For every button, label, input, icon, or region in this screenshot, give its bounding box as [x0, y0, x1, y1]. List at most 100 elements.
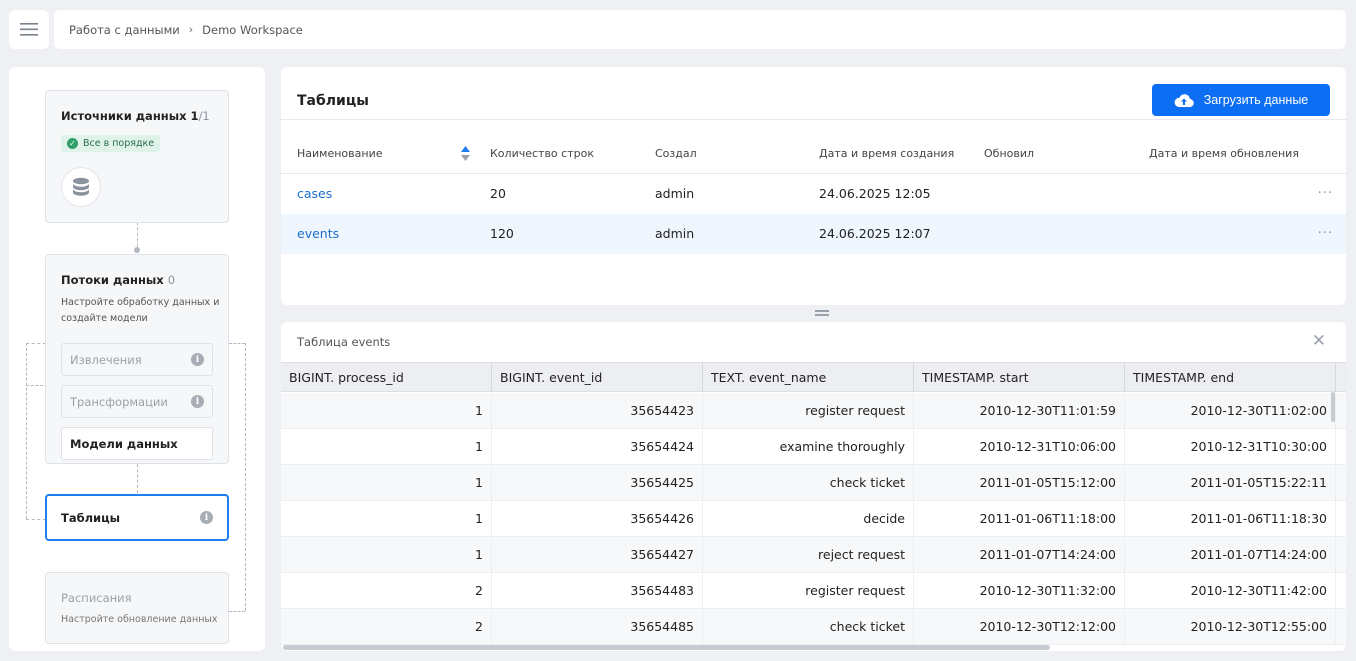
close-icon[interactable]: ✕ [1311, 331, 1326, 351]
table-row[interactable]: 2 35654485 check ticket 2010-12-30T12:12:00… [281, 609, 1346, 645]
col-end[interactable]: TIMESTAMP. end [1125, 363, 1336, 392]
cell-end: 2010-12-30T11:42:00 [1125, 573, 1336, 609]
connector [245, 343, 246, 611]
cell-event-name: reject request [703, 537, 914, 573]
tables-card-title: Таблицы [61, 510, 121, 525]
pipeline-panel: Источники данных 1/1 ✓ Все в порядке Пот… [9, 67, 265, 651]
cell-end: 2010-12-30T11:02:00 [1125, 393, 1336, 429]
cell-end: 2010-12-31T10:30:00 [1125, 429, 1336, 465]
flows-item-models[interactable]: Модели данных [61, 427, 213, 460]
sort-icon[interactable] [461, 146, 470, 161]
row-count: 20 [490, 186, 506, 201]
cell-start: 2010-12-31T10:06:00 [914, 429, 1125, 465]
connector [26, 385, 62, 386]
cell-start: 2011-01-05T15:12:00 [914, 465, 1125, 501]
col-event-id[interactable]: BIGINT. event_id [492, 363, 703, 392]
connector-dot [134, 247, 140, 253]
cell-process-id: 1 [281, 501, 492, 537]
check-icon: ✓ [67, 138, 78, 149]
horizontal-scrollbar[interactable] [283, 645, 1050, 650]
upload-data-button[interactable]: Загрузить данные [1152, 84, 1330, 116]
connector [26, 343, 46, 344]
cell-event-id: 35654427 [492, 537, 703, 573]
table-row[interactable]: 1 35654427 reject request 2011-01-07T14:24:… [281, 537, 1346, 573]
flows-item-extractions[interactable]: Извлечения i [61, 343, 213, 376]
col-name[interactable]: Наименование [297, 147, 383, 160]
table-row[interactable]: 2 35654483 register request 2010-12-30T11:3… [281, 573, 1346, 609]
breadcrumb: Работа с данными › Demo Workspace [54, 10, 1346, 49]
schedules-description: Настройте обновление данных [61, 614, 218, 625]
cell-event-id: 35654424 [492, 429, 703, 465]
sources-title: Источники данных 1/1 [61, 109, 210, 123]
cell-event-id: 35654483 [492, 573, 703, 609]
cell-process-id: 1 [281, 393, 492, 429]
col-updated-at[interactable]: Дата и время обновления [1149, 147, 1299, 160]
cell-process-id: 2 [281, 573, 492, 609]
flows-description: Настройте обработку данных и создайте мо… [61, 297, 220, 324]
row-count: 120 [490, 226, 514, 241]
cell-event-name: check ticket [703, 465, 914, 501]
schedules-title: Расписания [61, 591, 132, 605]
preview-header: BIGINT. process_id BIGINT. event_id TEXT… [281, 362, 1346, 392]
cell-event-name: decide [703, 501, 914, 537]
col-created-by[interactable]: Создал [655, 147, 697, 160]
created-at: 24.06.2025 12:07 [819, 226, 931, 241]
cell-event-name: check ticket [703, 609, 914, 645]
more-icon[interactable]: ··· [1317, 186, 1333, 201]
cell-event-id: 35654423 [492, 393, 703, 429]
cell-start: 2011-01-06T11:18:00 [914, 501, 1125, 537]
cell-event-name: register request [703, 573, 914, 609]
chevron-right-icon: › [188, 23, 194, 36]
tables-panel: Таблицы Загрузить данные Наименование Ко… [281, 67, 1346, 305]
created-by: admin [655, 186, 695, 201]
connector [137, 459, 138, 493]
cell-end: 2011-01-07T14:24:00 [1125, 537, 1336, 573]
sources-card[interactable]: Источники данных 1/1 ✓ Все в порядке [45, 90, 229, 223]
table-name-link[interactable]: events [297, 226, 340, 241]
info-icon[interactable]: i [191, 353, 204, 366]
preview-title: Таблица events [297, 335, 391, 349]
cell-process-id: 1 [281, 537, 492, 573]
table-row[interactable]: events 120 admin 24.06.2025 12:07 ··· [281, 214, 1346, 254]
hamburger-icon [20, 23, 38, 36]
tables-header: Наименование Количество строк Создал Дат… [281, 119, 1346, 174]
col-updated-by[interactable]: Обновил [984, 147, 1035, 160]
flows-card[interactable]: Потоки данных 0 Настройте обработку данн… [45, 254, 229, 464]
connector [229, 343, 245, 344]
table-name-link[interactable]: cases [297, 186, 333, 201]
created-by: admin [655, 226, 695, 241]
flows-title: Потоки данных 0 [61, 273, 176, 287]
upload-label: Загрузить данные [1203, 93, 1309, 107]
menu-button[interactable] [9, 10, 49, 49]
cell-process-id: 1 [281, 465, 492, 501]
col-rows[interactable]: Количество строк [490, 147, 594, 160]
tables-card[interactable]: Таблицы i [45, 494, 229, 541]
cell-process-id: 2 [281, 609, 492, 645]
panel-resize-handle[interactable] [815, 310, 829, 317]
vertical-scrollbar[interactable] [1331, 392, 1335, 422]
cell-end: 2011-01-05T15:22:11 [1125, 465, 1336, 501]
info-icon[interactable]: i [200, 511, 213, 524]
info-icon[interactable]: i [191, 395, 204, 408]
col-start[interactable]: TIMESTAMP. start [914, 363, 1125, 392]
table-row[interactable]: cases 20 admin 24.06.2025 12:05 ··· [281, 174, 1346, 214]
connector [137, 222, 138, 252]
flows-item-transformations[interactable]: Трансформации i [61, 385, 213, 418]
more-icon[interactable]: ··· [1317, 226, 1333, 241]
cell-start: 2011-01-07T14:24:00 [914, 537, 1125, 573]
status-badge: ✓ Все в порядке [61, 135, 161, 152]
schedules-card[interactable]: Расписания Настройте обновление данных [45, 572, 229, 644]
breadcrumb-root[interactable]: Работа с данными [69, 22, 180, 37]
col-created-at[interactable]: Дата и время создания [819, 147, 955, 160]
created-at: 24.06.2025 12:05 [819, 186, 931, 201]
table-row[interactable]: 1 35654425 check ticket 2011-01-05T15:12:00… [281, 465, 1346, 501]
database-icon [61, 167, 101, 207]
table-row[interactable]: 1 35654423 register request 2010-12-30T11:0… [281, 393, 1346, 429]
connector [26, 519, 46, 520]
connector [26, 343, 27, 519]
table-row[interactable]: 1 35654424 examine thoroughly 2010-12-31T10… [281, 429, 1346, 465]
table-row[interactable]: 1 35654426 decide 2011-01-06T11:18:00 2011-0… [281, 501, 1346, 537]
col-process-id[interactable]: BIGINT. process_id [281, 363, 492, 392]
col-event-name[interactable]: TEXT. event_name [703, 363, 914, 392]
cell-event-id: 35654426 [492, 501, 703, 537]
